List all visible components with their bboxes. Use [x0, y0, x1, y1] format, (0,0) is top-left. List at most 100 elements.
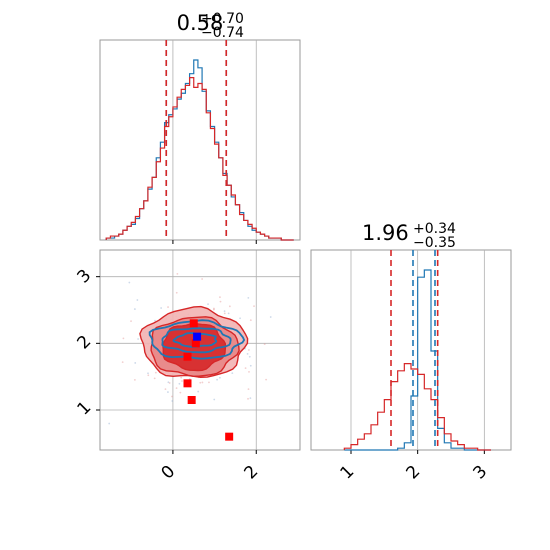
- joint-sample-point: [121, 361, 124, 364]
- joint-sample-point: [171, 400, 174, 402]
- hist-panel-param1-lines: [343, 250, 491, 451]
- joint-sample-point: [218, 376, 221, 379]
- hist-panel-param1-title-minus: −0.35: [413, 235, 456, 251]
- joint-sample-point: [171, 395, 173, 398]
- joint-sample-point: [223, 312, 226, 315]
- joint-marker-red: [189, 319, 198, 328]
- hist-panel-param0-title-minus: −0.74: [201, 25, 244, 41]
- joint-marker-blue: [193, 332, 202, 341]
- hist0-blue-series: [105, 59, 294, 241]
- hist-panel-param1-title-plus: +0.34: [413, 221, 456, 237]
- joint-sample-point: [247, 296, 250, 299]
- joint-marker-red: [183, 379, 192, 388]
- joint-sample-point: [133, 378, 136, 381]
- joint-contour-blue: [161, 327, 232, 354]
- joint-sample-point: [248, 355, 251, 358]
- joint-sample-point: [249, 364, 252, 367]
- joint-sample-point: [180, 376, 183, 379]
- joint-sample-point: [197, 390, 200, 393]
- joint-panel-frame: [99, 249, 301, 451]
- hist-panel-param1-frame: [310, 249, 512, 451]
- hist1-blue-series: [344, 269, 491, 451]
- joint-sample-point: [219, 296, 221, 299]
- hist1-red-series: [343, 363, 491, 451]
- joint-sample-point: [136, 299, 139, 301]
- joint-sample-point: [160, 307, 163, 309]
- joint-contour-blue: [172, 332, 218, 348]
- joint-sample-point: [314, 337, 316, 339]
- joint-marker-red: [187, 396, 196, 404]
- joint-sample-point: [176, 272, 179, 275]
- joint-sample-point: [154, 371, 157, 374]
- joint-sample-point: [216, 378, 218, 381]
- hist-panel-param0-title-plus: +0.70: [201, 11, 244, 27]
- joint-sample-point: [247, 397, 249, 400]
- hist0-red-series: [105, 77, 294, 241]
- joint-sample-point: [223, 310, 226, 313]
- joint-contour-blue: [148, 319, 246, 360]
- joint-sample-point: [122, 337, 125, 340]
- joint-sample-point: [178, 382, 181, 385]
- joint-sample-point: [231, 372, 234, 375]
- joint-sample-point: [249, 319, 252, 322]
- joint-sample-point: [147, 372, 149, 375]
- joint-sample-point: [137, 338, 140, 340]
- joint-panel: [99, 249, 316, 451]
- joint-sample-point: [134, 362, 137, 364]
- joint-sample-point: [213, 398, 216, 401]
- axis-ticks: 1 2 3 0 2 1 2 3: [74, 266, 492, 484]
- joint-sample-point: [167, 391, 169, 393]
- tick-label-x-2: 2: [241, 462, 263, 484]
- joint-sample-point: [208, 381, 210, 384]
- tick-label-x2-2: 2: [403, 462, 425, 484]
- joint-sample-point: [263, 343, 266, 346]
- joint-sample-point: [207, 303, 209, 306]
- joint-sample-point: [269, 316, 272, 318]
- joint-sample-point: [167, 381, 170, 384]
- tick-label-y-2: 2: [74, 332, 96, 354]
- joint-sample-point: [244, 367, 247, 370]
- joint-sample-point: [265, 378, 268, 381]
- hist-panel-param0-frame: [99, 39, 301, 241]
- joint-sample-point: [249, 397, 252, 400]
- joint-sample-point: [213, 307, 215, 310]
- joint-sample-point: [108, 422, 111, 425]
- joint-panel-content: [100, 250, 316, 450]
- joint-sample-point: [133, 308, 136, 310]
- joint-sample-point: [154, 319, 156, 322]
- joint-sample-point: [227, 312, 230, 315]
- joint-sample-point: [219, 300, 222, 303]
- hist-panel-param0: 0.58 +0.70 −0.74: [99, 11, 301, 244]
- tick-label-x2-3: 3: [470, 462, 492, 484]
- joint-sample-point: [130, 320, 132, 323]
- joint-sample-point: [239, 317, 241, 320]
- hist-panel-param1-title: 1.96: [362, 221, 409, 245]
- joint-sample-point: [253, 305, 255, 308]
- joint-marker-red: [225, 432, 234, 441]
- hist-panel-param1: 1.96 +0.34 −0.35: [310, 221, 512, 454]
- joint-sample-point: [181, 380, 183, 382]
- joint-sample-point: [164, 388, 167, 391]
- joint-sample-point: [128, 281, 131, 284]
- joint-sample-point: [167, 306, 169, 308]
- joint-sample-point: [201, 278, 204, 280]
- hist-panel-param0-lines: [105, 40, 294, 241]
- joint-sample-point: [199, 381, 202, 384]
- joint-sample-point: [247, 388, 250, 391]
- joint-sample-point: [179, 391, 182, 394]
- joint-sample-point: [248, 370, 250, 373]
- tick-label-x2-1: 1: [337, 462, 359, 484]
- tick-label-y-3: 3: [74, 266, 96, 288]
- joint-sample-point: [168, 382, 171, 384]
- joint-sample-point: [153, 377, 156, 380]
- joint-sample-point: [175, 387, 178, 389]
- joint-sample-point: [175, 291, 178, 294]
- joint-sample-point: [201, 381, 204, 384]
- joint-sample-point: [246, 352, 249, 355]
- hist-panel-param0-title: 0.58: [177, 11, 224, 35]
- joint-marker-red: [191, 339, 200, 348]
- tick-label-y-1: 1: [74, 398, 96, 420]
- hist-panel-param0-grid: [172, 40, 257, 244]
- tick-label-x-0: 0: [158, 462, 180, 484]
